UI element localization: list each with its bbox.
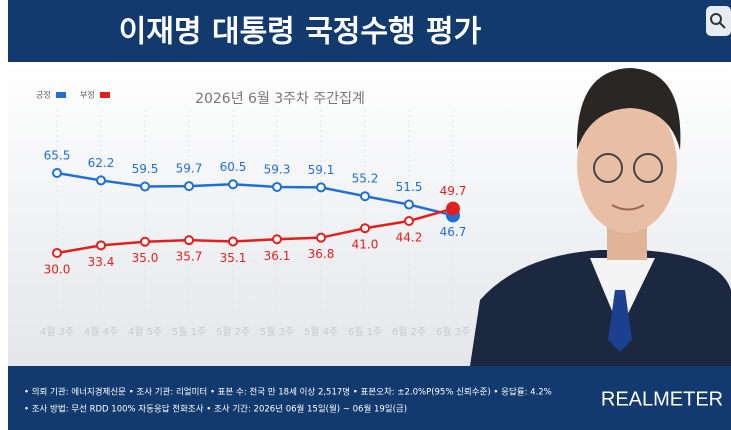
point	[404, 216, 414, 226]
series-line	[56, 207, 454, 255]
x-tick-label: 5월 3주	[260, 326, 294, 338]
data-label: 36.8	[308, 247, 335, 261]
point	[140, 181, 150, 192]
point	[52, 248, 62, 258]
data-label: 62.2	[88, 156, 115, 170]
point	[272, 181, 282, 192]
title-bar	[8, 0, 731, 62]
x-tick-label: 4월 3주	[40, 326, 74, 338]
x-tick-label: 5월 4주	[304, 326, 338, 338]
footer-text: • 조사 방법: 무선 RDD 100% 자동응답 전화조사 • 조사 기간: …	[24, 404, 407, 415]
point	[228, 236, 238, 247]
legend-label: 부정	[80, 90, 95, 100]
point	[360, 191, 370, 202]
data-label: 36.1	[264, 249, 291, 263]
data-label: 30.0	[44, 263, 71, 277]
footer-bar	[8, 366, 731, 430]
legend-label: 긍정	[36, 90, 51, 100]
data-label: 44.2	[396, 231, 423, 245]
point	[140, 236, 150, 247]
point	[184, 181, 194, 192]
point	[184, 235, 194, 246]
x-tick-label: 4월 4주	[84, 326, 118, 338]
data-label: 59.3	[264, 162, 291, 176]
data-label: 59.1	[308, 163, 335, 177]
chart-title: 이재명 대통령 국정수행 평가	[119, 15, 482, 50]
data-label: 35.7	[176, 250, 203, 264]
brand: REALMETER	[601, 388, 723, 410]
x-tick-label: 6월 3주	[436, 326, 470, 338]
point	[96, 240, 106, 251]
data-label: 49.7	[440, 184, 467, 198]
point	[446, 201, 460, 216]
point	[52, 168, 62, 178]
point	[404, 199, 414, 210]
data-label: 60.5	[220, 160, 247, 174]
search-icon	[719, 22, 726, 29]
data-label: 59.5	[132, 162, 159, 176]
data-label: 46.7	[440, 225, 467, 239]
data-label: 35.0	[132, 251, 159, 265]
point	[316, 232, 326, 243]
chart-subtitle: 2026년 6월 3주차 주간집계	[195, 91, 365, 107]
x-tick-label: 5월 1주	[172, 326, 206, 338]
legend-swatch	[100, 92, 110, 98]
point	[228, 179, 238, 190]
data-label: 65.5	[44, 149, 71, 163]
data-label: 51.5	[396, 180, 423, 194]
x-tick-label: 4월 5주	[128, 326, 162, 338]
data-label: 55.2	[352, 172, 379, 186]
legend-swatch	[56, 92, 66, 98]
point	[316, 182, 326, 193]
search-icon	[710, 13, 722, 25]
portrait	[470, 68, 731, 366]
data-label: 41.0	[352, 238, 379, 252]
point	[96, 175, 106, 186]
data-label: 59.7	[176, 162, 203, 176]
x-tick-label: 6월 1주	[348, 326, 382, 338]
x-tick-label: 5월 2주	[216, 326, 250, 338]
x-tick-label: 6월 2주	[392, 326, 426, 338]
data-label: 33.4	[88, 255, 115, 269]
point	[272, 234, 282, 245]
footer-text: • 의뢰 기관: 에너지경제신문 • 조사 기관: 리얼미터 • 표본 수: 전…	[24, 387, 552, 398]
series-line	[56, 171, 454, 217]
data-label: 35.1	[220, 251, 247, 265]
search-button[interactable]	[706, 6, 731, 36]
point	[360, 223, 370, 234]
